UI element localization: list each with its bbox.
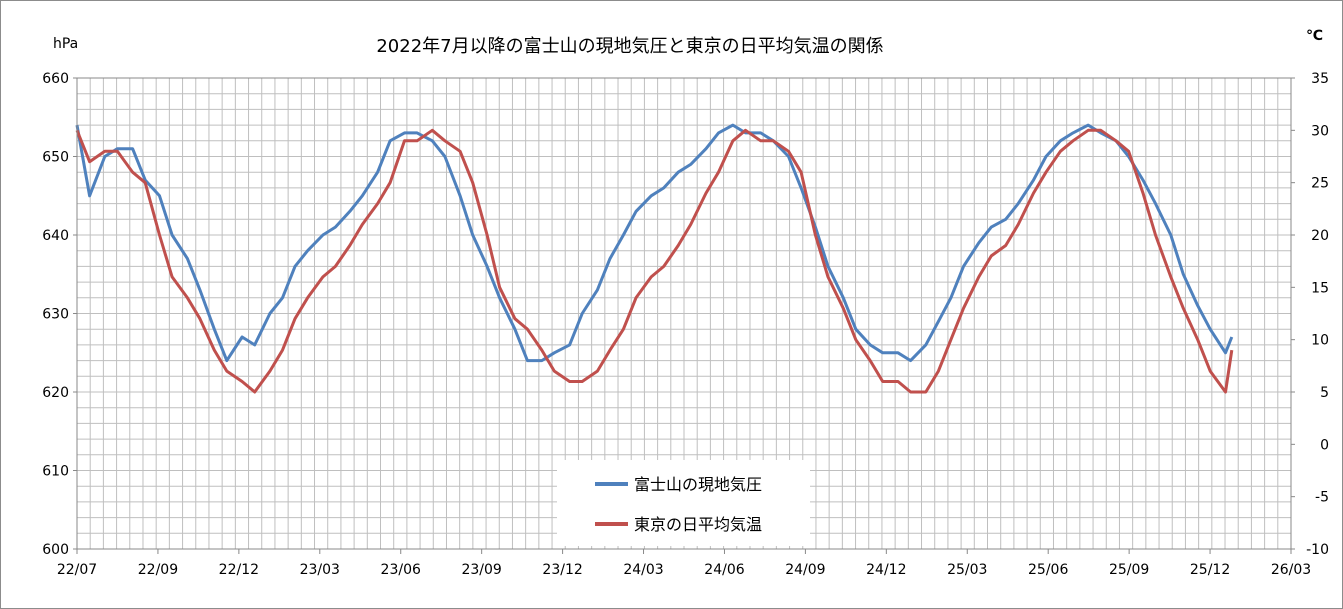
x-tick-label: 23/06 xyxy=(381,562,421,578)
x-tick-label: 26/03 xyxy=(1271,562,1311,578)
left-axis: 600 610 620 630 640 650 660 xyxy=(42,71,77,558)
x-tick-label: 22/12 xyxy=(219,562,259,578)
x-tick-label: 22/09 xyxy=(138,562,178,578)
y-left-tick-label: 630 xyxy=(42,307,69,323)
y-right-tick-label: 10 xyxy=(1311,333,1329,349)
y-right-tick-label: 0 xyxy=(1320,437,1329,453)
y-right-tick-label: 15 xyxy=(1311,280,1329,296)
x-tick-label: 22/07 xyxy=(57,562,97,578)
series-line-pressure xyxy=(75,123,1234,363)
series-line-temperature xyxy=(75,128,1234,394)
left-axis-unit: hPa xyxy=(53,36,78,52)
legend: 富士山の現地気圧 東京の日平均気温 xyxy=(557,460,810,546)
x-tick-label: 24/03 xyxy=(623,562,663,578)
x-axis: 22/07 22/09 22/12 23/03 23/06 23/09 23/12 24/03… xyxy=(57,549,1311,578)
x-tick-label: 23/03 xyxy=(300,562,340,578)
y-left-tick-label: 610 xyxy=(42,464,69,480)
y-right-tick-label: 20 xyxy=(1311,228,1329,244)
x-tick-label: 25/12 xyxy=(1190,562,1230,578)
x-tick-label: 24/06 xyxy=(704,562,744,578)
y-left-tick-label: 640 xyxy=(42,228,69,244)
x-tick-label: 23/09 xyxy=(461,562,501,578)
y-right-tick-label: 30 xyxy=(1311,123,1329,139)
right-axis: -10 -5 0 5 10 15 20 25 30 35 xyxy=(1291,71,1329,558)
x-tick-label: 25/09 xyxy=(1109,562,1149,578)
series-layer xyxy=(75,123,1234,394)
legend-label-pressure: 富士山の現地気圧 xyxy=(634,475,762,494)
chart-title: 2022年7月以降の富士山の現地気圧と東京の日平均気温の関係 xyxy=(376,36,883,57)
y-left-tick-label: 660 xyxy=(42,71,69,87)
y-right-tick-label: 5 xyxy=(1320,385,1329,401)
x-tick-label: 24/12 xyxy=(866,562,906,578)
y-right-tick-label: 25 xyxy=(1311,176,1329,192)
y-left-tick-label: 620 xyxy=(42,385,69,401)
x-tick-label: 25/03 xyxy=(947,562,987,578)
y-right-tick-label: 35 xyxy=(1311,71,1329,87)
y-left-tick-label: 650 xyxy=(42,150,69,166)
x-tick-label: 25/06 xyxy=(1028,562,1068,578)
legend-box xyxy=(557,460,810,546)
x-tick-label: 24/09 xyxy=(785,562,825,578)
y-right-tick-label: -10 xyxy=(1306,542,1329,558)
right-axis-unit: ℃ xyxy=(1306,28,1323,44)
legend-label-temperature: 東京の日平均気温 xyxy=(634,515,762,534)
y-right-tick-label: -5 xyxy=(1315,490,1329,506)
x-tick-label: 23/12 xyxy=(542,562,582,578)
y-left-tick-label: 600 xyxy=(42,542,69,558)
